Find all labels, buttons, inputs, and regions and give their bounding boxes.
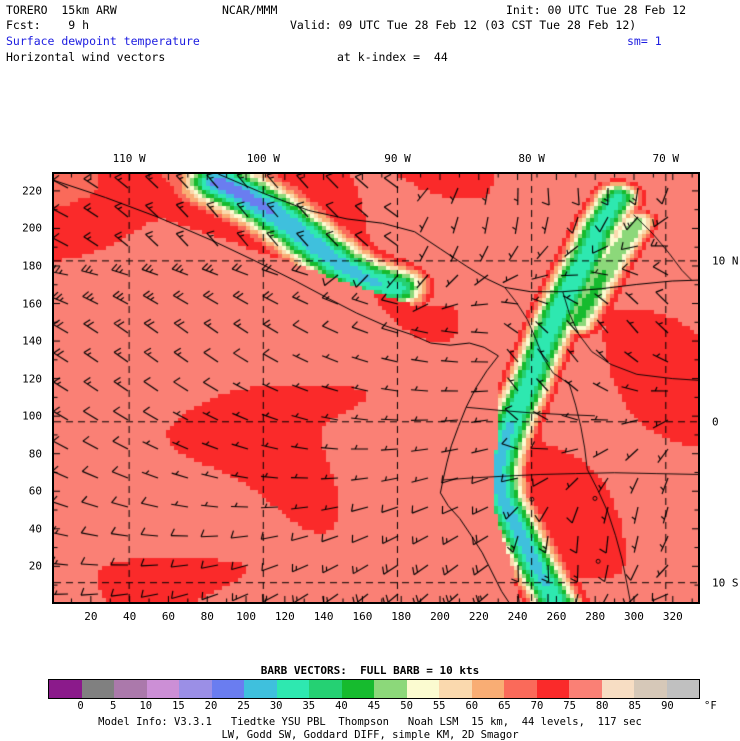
colorbar-tick: 55: [432, 700, 446, 712]
longitude-tick: 80 W: [518, 152, 545, 165]
axis-y-left: 20 40 60 80 100 120 140 160 180 200 220: [0, 172, 48, 604]
x-axis-tick: 100: [236, 610, 256, 623]
header-init-time: Init: 00 UTC Tue 28 Feb 12: [506, 3, 687, 17]
colorbar-tick: 35: [302, 700, 316, 712]
header-field-name: Surface dewpoint temperature: [6, 34, 200, 48]
header-center-name: NCAR/MMM: [222, 3, 278, 17]
colorbar-tick: 60: [465, 700, 479, 712]
x-axis-tick: 140: [313, 610, 334, 623]
x-axis-tick: 260: [546, 610, 567, 623]
map-plot-area: [52, 172, 700, 604]
footer-model-info-line1: Model Info: V3.3.1 Tiedtke YSU PBL Thomp…: [98, 716, 642, 728]
x-axis-tick: 60: [161, 610, 176, 623]
longitude-tick: 70 W: [652, 152, 680, 165]
colorbar-swatch: [406, 680, 439, 698]
colorbar-swatch: [374, 680, 407, 698]
axis-x-bottom: 20 40 60 80 100 120 140 160 180 200 220 240 260 280 30…: [52, 608, 700, 626]
colorbar-tick: 40: [335, 700, 348, 712]
colorbar-tick: 20: [204, 700, 218, 712]
colorbar-swatch: [666, 680, 699, 698]
x-axis-tick: 180: [391, 610, 412, 623]
y-axis-tick: 160: [22, 297, 42, 311]
axis-longitude-top: 110 W 100 W 90 W 80 W 70 W: [52, 152, 700, 170]
colorbar-swatch: [276, 680, 309, 698]
colorbar-swatch: [114, 680, 147, 698]
header-forecast-hour: Fcst: 9 h: [6, 18, 90, 32]
colorbar-units-label: °F: [704, 700, 717, 712]
colorbar: [48, 679, 700, 699]
wind-barb-canvas: [54, 174, 698, 602]
colorbar-tick-labels: 0 5 10 15 20 25 30 35 40 45 50 55 60 65 70 75 80 85 90: [48, 700, 740, 714]
colorbar-tick: 5: [110, 700, 117, 712]
colorbar-tick: 50: [400, 700, 413, 712]
colorbar-swatch: [309, 680, 342, 698]
colorbar-swatch: [601, 680, 634, 698]
y-axis-tick: 100: [22, 409, 42, 423]
colorbar-swatch: [536, 680, 569, 698]
colorbar-swatch: [634, 680, 667, 698]
y-axis-tick: 20: [28, 559, 42, 573]
latitude-tick: 10 S: [712, 576, 739, 590]
colorbar-tick: 10: [139, 700, 153, 712]
y-axis-tick: 220: [22, 184, 42, 198]
x-axis-tick: 80: [200, 610, 214, 623]
colorbar-tick: 75: [563, 700, 576, 712]
y-axis-tick: 40: [28, 522, 42, 536]
header-valid-time: Valid: 09 UTC Tue 28 Feb 12 (03 CST Tue …: [290, 18, 637, 32]
x-axis-tick: 240: [507, 610, 528, 623]
longitude-tick: 110 W: [112, 152, 146, 165]
colorbar-swatch: [471, 680, 504, 698]
colorbar-tick: 25: [237, 700, 250, 712]
axis-latitude-right: 10 N 0 10 S: [704, 172, 740, 604]
header-vector-label: Horizontal wind vectors: [6, 50, 166, 64]
colorbar-tick: 85: [628, 700, 642, 712]
x-axis-tick: 280: [585, 610, 606, 623]
x-axis-tick: 120: [274, 610, 295, 623]
colorbar-tick: 65: [498, 700, 511, 712]
colorbar-swatch: [146, 680, 179, 698]
colorbar-tick: 80: [595, 700, 609, 712]
header-smoothing: sm= 1: [627, 34, 662, 48]
header-model-name: TORERO 15km ARW: [6, 3, 117, 17]
colorbar-swatch: [244, 680, 277, 698]
x-axis-tick: 320: [662, 610, 683, 623]
footer-model-info-line2: LW, Godd SW, Goddard DIFF, simple KM, 2D…: [221, 729, 519, 741]
colorbar-swatch: [81, 680, 114, 698]
colorbar-swatch: [179, 680, 212, 698]
colorbar-tick: 70: [530, 700, 544, 712]
latitude-tick: 0: [712, 415, 719, 429]
y-axis-tick: 60: [28, 484, 42, 498]
colorbar-swatch: [504, 680, 537, 698]
y-axis-tick: 180: [22, 259, 42, 273]
y-axis-tick: 120: [22, 372, 42, 386]
colorbar-swatch: [49, 680, 82, 698]
x-axis-tick: 160: [352, 610, 373, 623]
x-axis-tick: 200: [430, 610, 450, 623]
colorbar-swatch: [341, 680, 374, 698]
colorbar-tick: 90: [661, 700, 674, 712]
colorbar-swatch: [569, 680, 602, 698]
header-k-index: at k-index = 44: [337, 50, 448, 64]
x-axis-tick: 300: [624, 610, 644, 623]
longitude-tick: 90 W: [384, 152, 411, 165]
y-axis-tick: 200: [22, 221, 42, 235]
colorbar-tick: 0: [77, 700, 84, 712]
colorbar-swatch: [439, 680, 472, 698]
x-axis-tick: 40: [123, 610, 137, 623]
y-axis-tick: 140: [22, 334, 42, 348]
colorbar-swatch: [211, 680, 244, 698]
longitude-tick: 100 W: [246, 152, 280, 165]
colorbar-tick: 15: [172, 700, 185, 712]
latitude-tick: 10 N: [712, 254, 739, 268]
barb-legend-title: BARB VECTORS: FULL BARB = 10 kts: [260, 664, 480, 677]
y-axis-tick: 80: [28, 447, 42, 461]
x-axis-tick: 20: [84, 610, 98, 623]
plot-frame: [52, 172, 700, 604]
colorbar-tick: 30: [269, 700, 283, 712]
x-axis-tick: 220: [468, 610, 489, 623]
header-block: TORERO 15km ARW NCAR/MMM Init: 00 UTC Tu…: [0, 0, 740, 70]
colorbar-tick: 45: [367, 700, 381, 712]
